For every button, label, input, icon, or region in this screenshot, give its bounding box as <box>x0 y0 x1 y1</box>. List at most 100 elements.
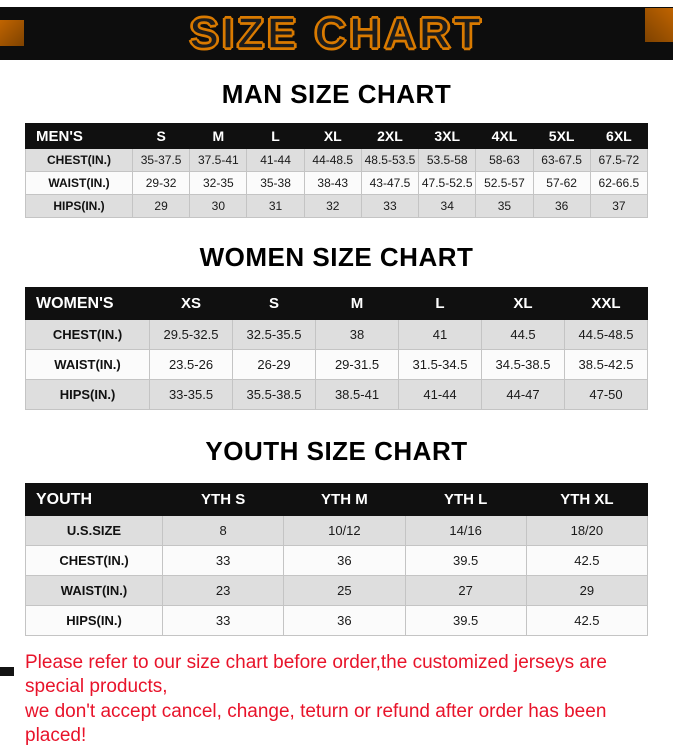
column-header: 2XL <box>360 123 420 149</box>
header-row: MEN'S S M L XL 2XL 3XL 4XL 5XL 6XL <box>25 123 649 149</box>
value-cell: 53.5-58 <box>418 148 477 172</box>
value-cell: 44-47 <box>481 379 565 410</box>
value-cell: 33 <box>360 194 420 218</box>
value-cell: 8 <box>161 515 285 546</box>
value-cell: 36 <box>283 545 406 576</box>
table-row: U.S.SIZE 8 10/12 14/16 18/20 <box>25 515 649 546</box>
decorative-corner-bottom <box>0 667 14 676</box>
column-header: S <box>131 123 191 149</box>
value-cell: 29 <box>525 575 649 606</box>
value-cell: 41-44 <box>398 379 482 410</box>
value-cell: 47-50 <box>564 379 648 410</box>
row-label: WAIST(IN.) <box>25 171 133 195</box>
value-cell: 27 <box>404 575 527 606</box>
table-title-cell: WOMEN'S <box>25 287 150 320</box>
value-cell: 32 <box>303 194 362 218</box>
value-cell: 48.5-53.5 <box>360 148 420 172</box>
men-size-table: MEN'S S M L XL 2XL 3XL 4XL 5XL 6XL CHEST(IN.) 35-37… <box>25 123 649 218</box>
row-label: CHEST(IN.) <box>25 319 150 350</box>
value-cell: 39.5 <box>404 605 527 636</box>
row-label: CHEST(IN.) <box>25 148 133 172</box>
value-cell: 32.5-35.5 <box>232 319 316 350</box>
row-label: WAIST(IN.) <box>25 575 163 606</box>
value-cell: 62-66.5 <box>589 171 649 195</box>
value-cell: 25 <box>283 575 406 606</box>
value-cell: 42.5 <box>525 605 649 636</box>
table-row: WAIST(IN.) 29-32 32-35 35-38 38-43 43-47.5 47.… <box>25 171 649 195</box>
value-cell: 14/16 <box>404 515 527 546</box>
men-section-heading: MAN SIZE CHART <box>221 79 452 109</box>
value-cell: 23 <box>161 575 285 606</box>
value-cell: 35.5-38.5 <box>232 379 316 410</box>
column-header: 4XL <box>475 123 534 149</box>
value-cell: 35-38 <box>246 171 305 195</box>
column-header: XS <box>149 287 233 320</box>
value-cell: 43-47.5 <box>360 171 420 195</box>
value-cell: 36 <box>532 194 591 218</box>
value-cell: 37.5-41 <box>189 148 248 172</box>
value-cell: 58-63 <box>475 148 534 172</box>
value-cell: 35-37.5 <box>131 148 191 172</box>
table-row: CHEST(IN.) 29.5-32.5 32.5-35.5 38 41 44.5 44.5… <box>25 319 648 350</box>
value-cell: 29-32 <box>131 171 191 195</box>
column-header: XXL <box>564 287 648 320</box>
value-cell: 38.5-41 <box>315 379 399 410</box>
value-cell: 29.5-32.5 <box>149 319 233 350</box>
decorative-corner-right <box>645 8 673 42</box>
value-cell: 41-44 <box>246 148 305 172</box>
page-title: SIZE CHART <box>189 8 484 58</box>
value-cell: 10/12 <box>283 515 406 546</box>
header-row: WOMEN'S XS S M L XL XXL <box>25 287 648 320</box>
header-row: YOUTH YTH S YTH M YTH L YTH XL <box>25 483 649 516</box>
column-header: 5XL <box>532 123 591 149</box>
size-chart-banner: SIZE CHART <box>0 7 673 60</box>
row-label: CHEST(IN.) <box>25 545 163 576</box>
value-cell: 31.5-34.5 <box>398 349 482 380</box>
value-cell: 33 <box>161 605 285 636</box>
value-cell: 33-35.5 <box>149 379 233 410</box>
value-cell: 39.5 <box>404 545 527 576</box>
value-cell: 29 <box>131 194 191 218</box>
column-header: XL <box>303 123 362 149</box>
value-cell: 26-29 <box>232 349 316 380</box>
order-policy-note: Please refer to our size chart before or… <box>25 651 663 748</box>
value-cell: 52.5-57 <box>475 171 534 195</box>
table-title-cell: YOUTH <box>25 483 163 516</box>
value-cell: 23.5-26 <box>149 349 233 380</box>
column-header: YTH L <box>404 483 527 516</box>
value-cell: 67.5-72 <box>589 148 649 172</box>
value-cell: 35 <box>475 194 534 218</box>
column-header: XL <box>481 287 565 320</box>
table-row: HIPS(IN.) 33-35.5 35.5-38.5 38.5-41 41-44 44-… <box>25 379 648 410</box>
table-row: WAIST(IN.) 23 25 27 29 <box>25 575 649 606</box>
value-cell: 38.5-42.5 <box>564 349 648 380</box>
women-size-table: WOMEN'S XS S M L XL XXL CHEST(IN.) 29.5-32.5 32.5… <box>25 287 648 410</box>
table-row: WAIST(IN.) 23.5-26 26-29 29-31.5 31.5-34.5 34… <box>25 349 648 380</box>
value-cell: 38 <box>315 319 399 350</box>
value-cell: 29-31.5 <box>315 349 399 380</box>
table-row: CHEST(IN.) 33 36 39.5 42.5 <box>25 545 649 576</box>
value-cell: 18/20 <box>525 515 649 546</box>
value-cell: 44-48.5 <box>303 148 362 172</box>
value-cell: 34 <box>418 194 477 218</box>
column-header: YTH XL <box>525 483 649 516</box>
value-cell: 63-67.5 <box>532 148 591 172</box>
men-size-chart-section: MAN SIZE CHART MEN'S S M L XL 2XL 3XL 4XL 5XL 6XL… <box>0 79 673 218</box>
value-cell: 38-43 <box>303 171 362 195</box>
row-label: HIPS(IN.) <box>25 605 163 636</box>
row-label: U.S.SIZE <box>25 515 163 546</box>
table-row: HIPS(IN.) 33 36 39.5 42.5 <box>25 605 649 636</box>
value-cell: 34.5-38.5 <box>481 349 565 380</box>
value-cell: 31 <box>246 194 305 218</box>
row-label: HIPS(IN.) <box>25 379 150 410</box>
table-row: HIPS(IN.) 29 30 31 32 33 34 35 36 37 <box>25 194 649 218</box>
order-policy-line-1: Please refer to our size chart before or… <box>25 652 607 698</box>
value-cell: 37 <box>589 194 649 218</box>
column-header: 6XL <box>589 123 649 149</box>
column-header: M <box>189 123 248 149</box>
decorative-corner-left <box>0 20 24 46</box>
column-header: M <box>315 287 399 320</box>
table-row: CHEST(IN.) 35-37.5 37.5-41 41-44 44-48.5 48.5… <box>25 148 649 172</box>
column-header: L <box>398 287 482 320</box>
column-header: YTH M <box>283 483 406 516</box>
